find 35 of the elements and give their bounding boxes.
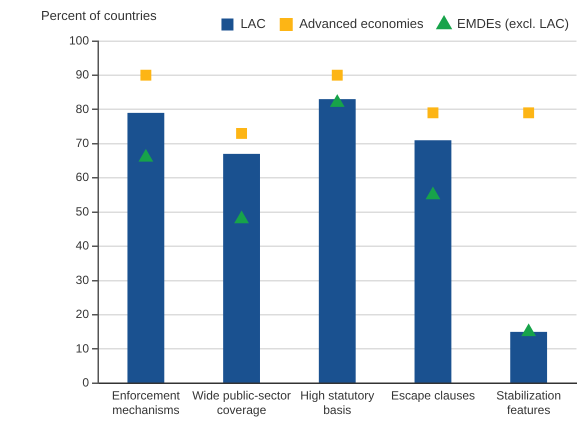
y-tick-label: 10	[76, 341, 90, 356]
bar	[127, 112, 164, 382]
y-tick-label: 80	[76, 102, 90, 116]
point	[330, 94, 344, 107]
y-axis-title: Percent of countries	[41, 8, 157, 23]
x-tick-label: Wide public-sector coverage	[192, 388, 291, 418]
point	[523, 107, 534, 118]
y-tick-label: 60	[76, 170, 90, 184]
x-tick-label: Stabilization features	[496, 388, 562, 418]
y-tick-label: 40	[76, 238, 90, 253]
point	[522, 324, 536, 336]
y-tick-label: 30	[76, 272, 90, 287]
point	[138, 149, 153, 162]
bar	[510, 332, 548, 382]
legend-label: Advanced economies	[299, 16, 424, 32]
y-tick-label: 50	[76, 204, 90, 218]
legend-label: LAC	[240, 16, 266, 32]
bar	[414, 140, 452, 382]
legend-label: EMDEs (excl. LAC)	[457, 16, 570, 32]
point	[140, 70, 152, 81]
point	[234, 210, 249, 224]
point	[426, 186, 440, 200]
y-tick-label: 20	[76, 307, 90, 322]
bar	[318, 99, 356, 382]
point	[428, 107, 438, 118]
x-tick-label: Escape clauses	[390, 388, 475, 403]
y-tick-label: 100	[68, 33, 90, 48]
point	[236, 128, 248, 139]
y-tick-label: 90	[76, 68, 90, 82]
y-tick-label: 70	[76, 136, 90, 150]
y-tick-label: 0	[82, 376, 90, 390]
x-tick-label: Enforcement mechanisms	[112, 388, 181, 418]
x-tick-label: High statutory basis	[300, 388, 374, 418]
point	[332, 70, 343, 81]
bar	[223, 154, 260, 382]
